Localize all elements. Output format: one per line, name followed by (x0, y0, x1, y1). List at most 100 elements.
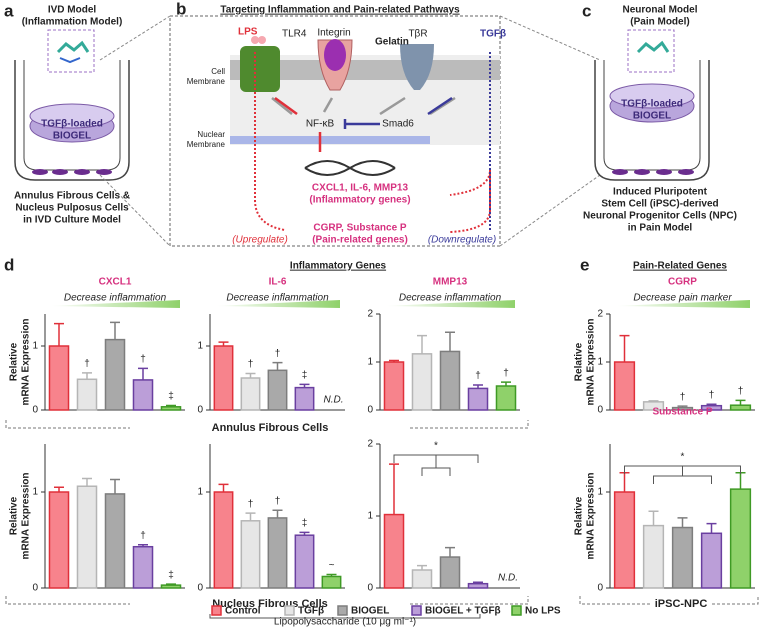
heading: Inflammatory Genes (290, 261, 387, 272)
y-tick-label: 0 (197, 583, 203, 594)
error-bar (138, 367, 148, 380)
y-tick-label: 2 (367, 439, 373, 450)
y-tick-label: 1 (367, 511, 373, 522)
bar (267, 517, 288, 589)
error-bar (677, 405, 688, 408)
annotation: † (140, 530, 146, 541)
bar (240, 520, 261, 589)
bar (104, 493, 126, 589)
error-bar (54, 486, 64, 492)
y-axis-label: mRNA Expression (21, 473, 32, 560)
chart-subtitle: Decrease inflammation (64, 293, 167, 304)
tlr4 (240, 46, 280, 92)
y-tick-label: 2 (597, 309, 603, 320)
caption: Nucleus Pulposus Cells (15, 203, 129, 214)
error-bar (110, 321, 120, 340)
error-bar (417, 564, 427, 570)
legend-swatch (411, 605, 422, 616)
error-bar (299, 531, 310, 536)
annotation: N.D. (324, 395, 344, 406)
panel-title: Neuronal Model (622, 5, 697, 16)
legend-label: No LPS (525, 606, 561, 617)
y-axis-label: mRNA Expression (21, 319, 32, 406)
caption: Annulus Fibrous Cells & (14, 191, 130, 202)
y-axis-label: mRNA Expression (586, 473, 597, 560)
heading: Pain-Related Genes (633, 261, 727, 272)
y-tick-label: 0 (32, 405, 38, 416)
error-bar (138, 544, 148, 547)
wedge (615, 300, 750, 308)
panel-title: IVD Model (48, 5, 97, 16)
bar (213, 491, 234, 589)
bar (160, 584, 182, 589)
y-tick-label: 1 (32, 487, 38, 498)
gel-label: TGFβ-loaded (621, 99, 683, 110)
bar (294, 386, 315, 411)
legend-swatch (284, 605, 295, 616)
caption: in Pain Model (628, 223, 693, 234)
error-bar (166, 404, 176, 407)
caption: Stem Cell (iPSC)-derived (601, 199, 718, 210)
label: Cell (211, 67, 225, 76)
bar (48, 345, 70, 411)
chart-title: CXCL1 (99, 277, 132, 288)
error-bar (619, 472, 630, 492)
label: Smad6 (382, 119, 414, 130)
annotation: N.D. (498, 573, 518, 584)
tbr (400, 44, 434, 90)
error-bar (272, 361, 283, 371)
well (14, 60, 130, 181)
y-tick-label: 0 (597, 405, 603, 416)
caption: in IVD Culture Model (23, 215, 121, 226)
annotation: † (475, 371, 481, 382)
legend-label: BIOGEL + TGFβ (425, 606, 501, 617)
y-tick-label: 0 (367, 405, 373, 416)
bar (729, 404, 752, 411)
chart-title: MMP13 (433, 277, 468, 288)
label: Integrin (317, 28, 350, 39)
wedge (50, 300, 180, 308)
annotation: ‡ (168, 570, 174, 581)
caption: Induced Pluripotent (613, 187, 708, 198)
bar (613, 361, 636, 411)
error-bar (735, 399, 746, 406)
error-bar (445, 546, 455, 558)
dna (304, 160, 396, 176)
row-label: Annulus Fibrous Cells (212, 422, 329, 434)
bar (467, 582, 489, 589)
wedge (215, 300, 340, 308)
bar (495, 385, 517, 411)
annotation: † (503, 368, 509, 379)
y-tick-label: 0 (367, 583, 373, 594)
bar (700, 532, 723, 589)
significance-bracket (393, 454, 479, 476)
error-bar (54, 322, 64, 346)
bar (76, 485, 98, 589)
y-tick-label: 1 (197, 341, 203, 352)
label: Membrane (187, 77, 226, 86)
legend-label: Control (225, 606, 261, 617)
error-bar (389, 359, 399, 362)
bar (729, 488, 752, 589)
label: Membrane (187, 140, 226, 149)
error-bar (735, 472, 746, 490)
annotation: † (140, 354, 146, 365)
bar (240, 377, 261, 411)
error-bar (326, 573, 337, 577)
gel-label: BIOGEL (53, 131, 91, 142)
label: TβR (408, 29, 427, 40)
bar (48, 491, 70, 589)
significance-label: * (681, 452, 685, 463)
label: NF-κB (306, 119, 335, 130)
label: LPS (238, 27, 258, 38)
panel-letter: d (4, 255, 14, 274)
annotation: † (248, 359, 254, 370)
gel-label: BIOGEL (633, 111, 671, 122)
bar (383, 361, 405, 411)
y-axis-label: Relative (574, 342, 585, 381)
error-bar (245, 512, 256, 521)
bar (383, 513, 405, 589)
error-bar (677, 517, 688, 528)
bar (132, 379, 154, 411)
